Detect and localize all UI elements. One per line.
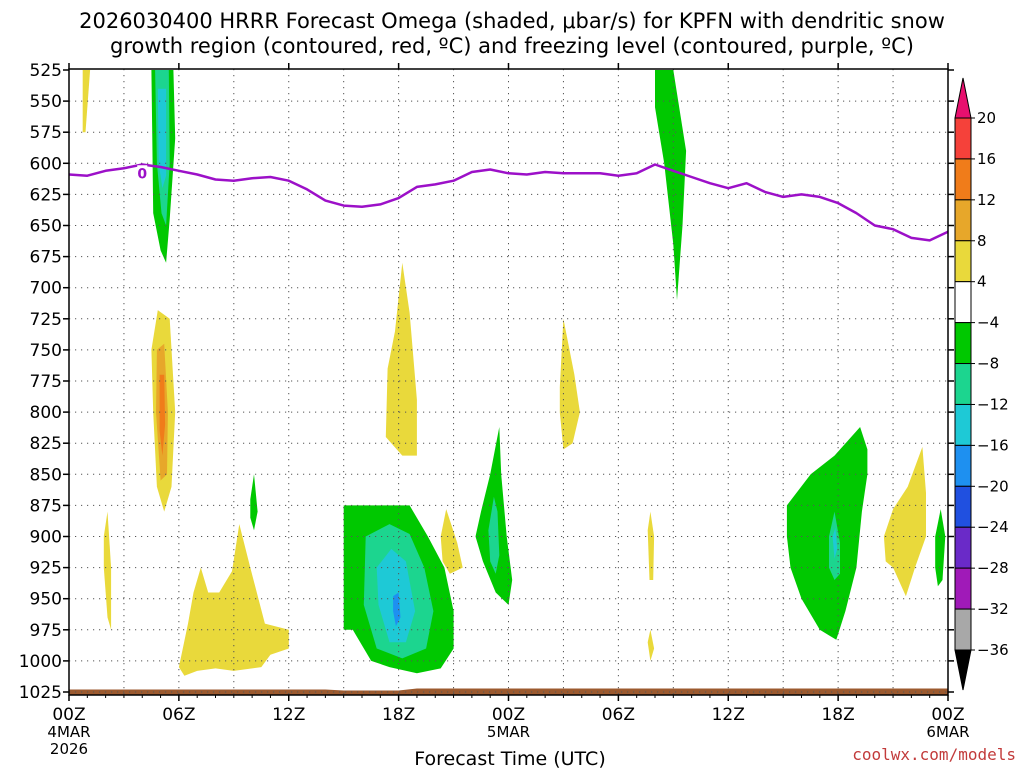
- x-tick-year-0: 2026: [50, 740, 88, 758]
- y-tick-label-825: 825: [30, 434, 62, 454]
- colorbar-top-triangle: [954, 77, 972, 119]
- colorbar-tick-label-10: −24: [977, 518, 1009, 536]
- omega-region-22: [786, 427, 868, 640]
- freezing-level-line: [69, 163, 948, 242]
- y-tick-label-725: 725: [30, 310, 62, 330]
- colorbar-bottom-triangle: [954, 649, 972, 691]
- x-tick-label-7: 18Z: [821, 705, 854, 725]
- omega-region-26: [935, 509, 946, 587]
- x-tick-label-3: 18Z: [382, 705, 415, 725]
- x-tick-label-5: 06Z: [602, 705, 635, 725]
- x-tick-label-1: 06Z: [162, 705, 195, 725]
- x-tick-date-0: 4MAR: [47, 723, 90, 741]
- omega-region-9: [103, 511, 112, 630]
- y-tick-label-900: 900: [30, 528, 62, 548]
- y-tick-label-775: 775: [30, 372, 62, 392]
- freezing-level-contour: 0: [69, 163, 948, 242]
- colorbar-tick-label-3: 8: [977, 232, 987, 250]
- x-tick-label-4: 00Z: [492, 705, 525, 725]
- colorbar-tick-label-4: 4: [977, 273, 987, 291]
- x-tick-label-8: 00Z: [931, 705, 964, 725]
- y-tick-label-525: 525: [30, 61, 62, 81]
- y-tick-label-950: 950: [30, 590, 62, 610]
- omega-region-10: [250, 474, 258, 531]
- omega-region-15: [393, 592, 401, 627]
- x-tick-label-6: 12Z: [712, 705, 745, 725]
- colorbar-bin-9: [954, 444, 972, 487]
- colorbar-tick-label-2: 12: [977, 191, 996, 209]
- omega-region-21: [647, 629, 655, 661]
- freezing-level-label: 0: [137, 166, 147, 182]
- colorbar-tick-label-1: 16: [977, 150, 996, 168]
- chart-title-line-2: growth region (contoured, red, ºC) and f…: [110, 34, 914, 58]
- y-tick-label-675: 675: [30, 248, 62, 268]
- y-tick-label-1000: 1000: [19, 652, 62, 672]
- omega-region-8: [385, 262, 417, 456]
- credit-text: coolwx.com/models: [852, 745, 1016, 764]
- omega-region-7: [159, 374, 166, 456]
- y-tick-label-625: 625: [30, 185, 62, 205]
- colorbar-bin-8: [954, 403, 972, 446]
- x-tick-label-2: 12Z: [272, 705, 305, 725]
- colorbar-tick-label-8: −16: [977, 436, 1009, 454]
- colorbar-tick-label-12: −32: [977, 600, 1009, 618]
- y-tick-label-975: 975: [30, 621, 62, 641]
- x-tick-date-4: 5MAR: [487, 723, 530, 741]
- colorbar-bin-6: [954, 322, 972, 365]
- omega-region-0: [82, 70, 91, 133]
- y-tick-label-925: 925: [30, 559, 62, 579]
- colorbar-bin-5: [954, 281, 972, 324]
- colorbar-bin-4: [954, 240, 972, 283]
- y-tick-label-850: 850: [30, 465, 62, 485]
- y-tick-label-600: 600: [30, 154, 62, 174]
- omega-region-19: [559, 318, 580, 450]
- y-tick-label-550: 550: [30, 92, 62, 112]
- colorbar: 20 16 12 8 4 −4 −8 −12 −16 −20 −24 −28 −32 −36: [954, 77, 1009, 691]
- freezing-level-label-bg: [137, 165, 148, 182]
- omega-region-24: [832, 527, 838, 559]
- colorbar-bin-2: [954, 158, 972, 201]
- colorbar-tick-label-0: 20: [977, 109, 996, 127]
- chart-title-line-1: 2026030400 HRRR Forecast Omega (shaded, …: [79, 9, 945, 33]
- y-tick-label-800: 800: [30, 403, 62, 423]
- y-tick-label-650: 650: [30, 217, 62, 237]
- colorbar-bin-7: [954, 363, 972, 405]
- y-tick-label-700: 700: [30, 279, 62, 299]
- colorbar-tick-label-7: −12: [977, 395, 1009, 413]
- omega-region-11: [178, 524, 289, 676]
- colorbar-bin-3: [954, 199, 972, 242]
- colorbar-bin-12: [954, 567, 972, 610]
- y-axis: 525 550 575 600 625 650 675 700 725 750 775 800 825 8…: [19, 61, 954, 703]
- omega-shaded-regions: [82, 70, 946, 676]
- omega-region-25: [883, 446, 926, 597]
- colorbar-bin-13: [954, 608, 972, 651]
- colorbar-tick-label-5: −4: [977, 314, 999, 332]
- omega-region-20: [647, 511, 655, 580]
- colorbar-tick-label-13: −36: [977, 641, 1009, 659]
- y-tick-label-575: 575: [30, 123, 62, 143]
- x-tick-date-8: 6MAR: [926, 723, 969, 741]
- colorbar-tick-label-9: −20: [977, 477, 1009, 495]
- colorbar-tick-label-11: −28: [977, 559, 1009, 577]
- colorbar-bin-10: [954, 485, 972, 528]
- y-tick-label-750: 750: [30, 341, 62, 361]
- colorbar-bin-11: [954, 526, 972, 569]
- y-tick-label-875: 875: [30, 496, 62, 516]
- x-tick-label-0: 00Z: [52, 705, 85, 725]
- colorbar-bin-1: [954, 117, 972, 160]
- omega-region-4: [655, 70, 687, 301]
- omega-region-18: [488, 496, 500, 574]
- omega-region-16: [440, 509, 463, 574]
- colorbar-tick-label-6: −8: [977, 355, 999, 373]
- x-axis-label: Forecast Time (UTC): [414, 748, 605, 768]
- y-tick-label-1025: 1025: [19, 683, 62, 703]
